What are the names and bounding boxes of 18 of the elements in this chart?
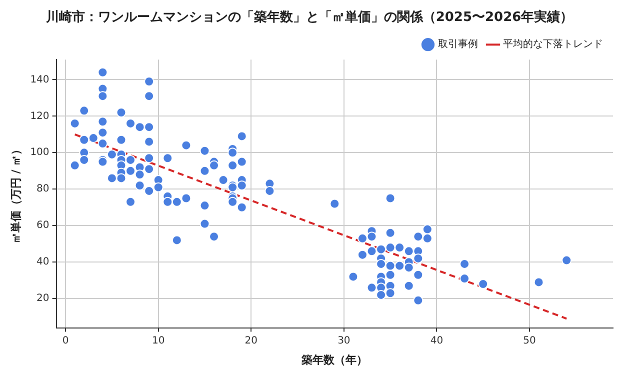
x-axis-title: 築年数（年）: [300, 353, 368, 366]
x-tick-label: 30: [338, 335, 350, 346]
y-tick-label: 40: [36, 256, 50, 268]
y-tick-label: 80: [36, 184, 50, 195]
x-tick-label: 0: [62, 335, 69, 346]
x-tick-label: 20: [244, 335, 258, 346]
y-axis-title: ㎡単価（万円 / ㎡）: [9, 144, 22, 244]
y-tick-label: 60: [36, 220, 50, 232]
legend-label: 平均的な下落トレンド: [503, 38, 603, 50]
x-tick-label: 40: [430, 335, 444, 346]
x-tick-label: 50: [523, 335, 536, 346]
y-tick-label: 100: [30, 147, 50, 158]
y-tick-label: 20: [36, 293, 50, 304]
y-tick-label: 120: [30, 110, 50, 122]
y-tick-label: 140: [30, 74, 50, 86]
chart-title: 川崎市：ワンルームマンションの「築年数」と「㎡単価」の関係（2025〜2026年実績）: [44, 9, 574, 26]
x-tick-label: 10: [152, 335, 165, 346]
legend-label: 取引事例: [438, 38, 478, 50]
